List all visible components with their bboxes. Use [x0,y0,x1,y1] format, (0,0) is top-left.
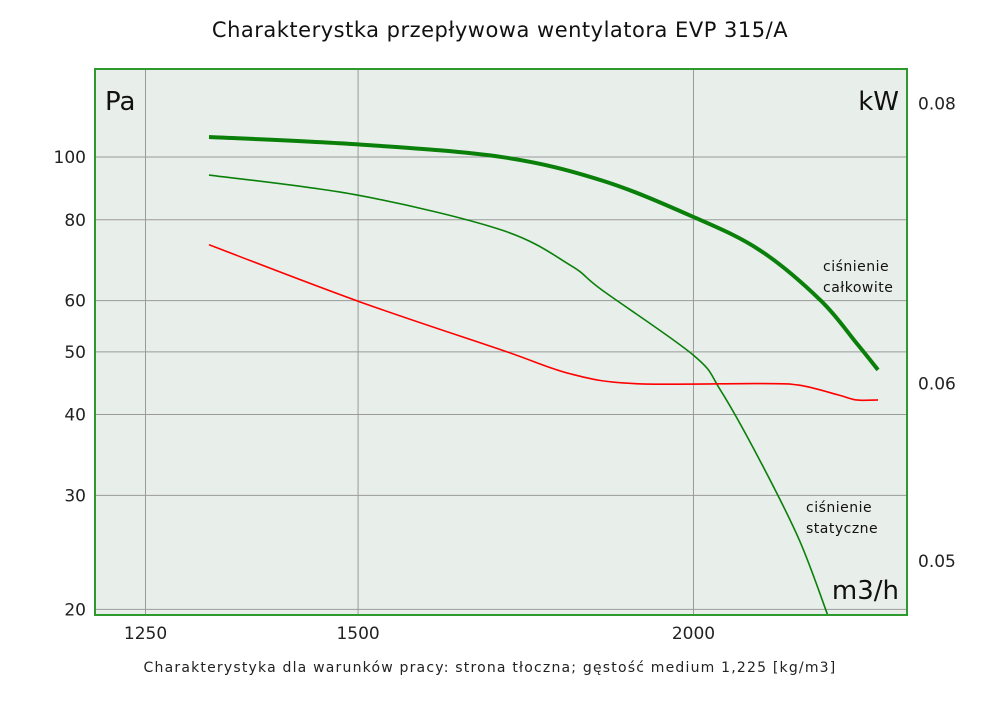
series-line [208,134,880,372]
y2-tick-label: 0.06 [918,375,956,395]
y-tick-label: 50 [64,343,86,363]
x-axis-unit: m3/h [832,576,899,606]
series-label-line: ciśnienie [806,500,872,516]
x-tick-label: 1250 [124,624,167,644]
chart-title: Charakterystka przepływowa wentylatora E… [211,18,789,42]
x-tick-label: 1500 [336,624,379,644]
series-line [208,244,879,402]
series-label-line: ciśnienie [823,259,889,275]
x-tick-label: 2000 [672,624,715,644]
plot-border [94,68,908,616]
y-tick-label: 40 [64,406,86,426]
y-tick-label: 60 [64,292,86,312]
series-label-total-pressure: ciśnienie całkowite [823,259,893,296]
y-tick-label: 100 [54,148,86,168]
y2-tick-label: 0.05 [918,552,956,572]
y-axis-unit: Pa [105,87,135,117]
y-tick-label: 20 [64,600,86,620]
plot-area [95,69,907,615]
series-label-line: całkowite [823,280,893,296]
y2-axis-unit: kW [858,87,899,117]
y-tick-label: 30 [64,486,86,506]
y2-tick-label: 0.08 [918,95,956,115]
footnote: Charakterystyka dla warunków pracy: stro… [143,660,837,676]
series-lines [208,134,880,616]
grid [95,69,907,615]
series-line [208,174,829,616]
series-label-static-pressure: ciśnienie statyczne [806,500,878,537]
series-label-line: statyczne [806,521,878,537]
y-tick-label: 80 [64,211,86,231]
tick-labels: 1250 1500 2000 100 80 60 50 40 30 20 0.08 0.06 0.05 [54,95,956,644]
